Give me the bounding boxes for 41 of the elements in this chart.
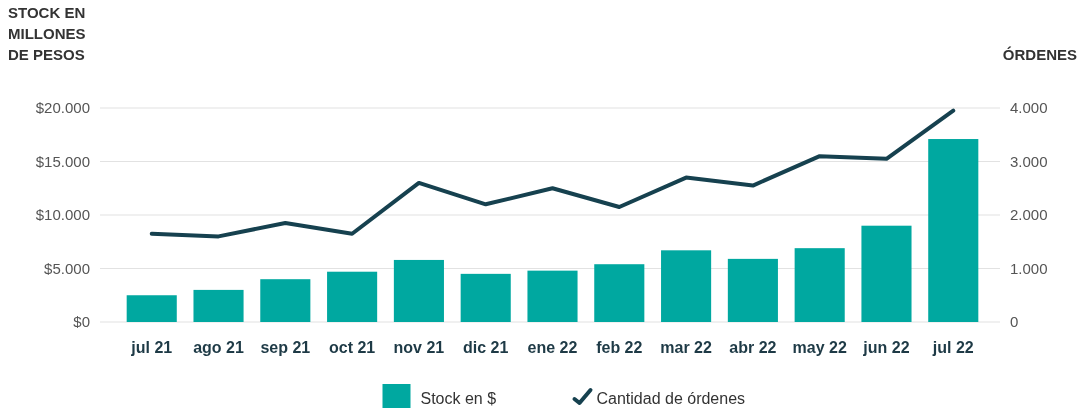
bar <box>861 225 912 322</box>
bar <box>527 270 578 322</box>
x-tick-label: oct 21 <box>328 339 376 356</box>
x-tick-label: may 22 <box>792 339 847 356</box>
y2-tick-label: 0 <box>1010 313 1019 331</box>
y-tick-label: $0 <box>73 313 90 331</box>
bar <box>794 248 845 322</box>
bar <box>661 250 712 322</box>
y2-axis-title: ÓRDENES <box>1002 46 1077 63</box>
x-tick-label: jul 21 <box>130 339 173 356</box>
legend-label: Stock en $ <box>420 390 497 407</box>
bar <box>193 289 244 322</box>
bar <box>393 259 444 322</box>
legend-label: Cantidad de órdenes <box>596 390 746 407</box>
x-tick-label: feb 22 <box>596 339 643 356</box>
x-tick-label: sep 21 <box>260 339 311 356</box>
y2-tick-label: 4.000 <box>1010 99 1048 117</box>
x-tick-label: ene 22 <box>527 339 578 356</box>
x-tick-label: abr 22 <box>729 339 777 356</box>
bar <box>594 264 645 322</box>
y-tick-label: $15.000 <box>35 152 90 170</box>
x-tick-label: jun 22 <box>862 339 910 356</box>
y-tick-label: $20.000 <box>35 99 90 117</box>
bar <box>460 273 511 322</box>
line-series <box>149 108 956 239</box>
x-tick-label: ago 21 <box>193 339 244 356</box>
bar <box>260 279 311 322</box>
x-tick-label: nov 21 <box>393 339 445 356</box>
y2-tick-label: 2.000 <box>1010 206 1048 224</box>
x-tick-label: mar 22 <box>660 339 712 356</box>
y-axis-title: STOCK EN MILLONES DE PESOS <box>8 4 86 63</box>
bar <box>327 271 378 322</box>
bar <box>928 139 979 322</box>
y-tick-label: $5.000 <box>44 259 90 277</box>
bar <box>126 295 177 322</box>
x-tick-label: jul 22 <box>931 339 974 356</box>
y-tick-label: $10.000 <box>35 206 90 224</box>
x-tick-label: dic 21 <box>463 339 509 356</box>
bar <box>727 258 778 322</box>
y2-tick-label: 3.000 <box>1010 152 1048 170</box>
y2-tick-label: 1.000 <box>1010 259 1048 277</box>
